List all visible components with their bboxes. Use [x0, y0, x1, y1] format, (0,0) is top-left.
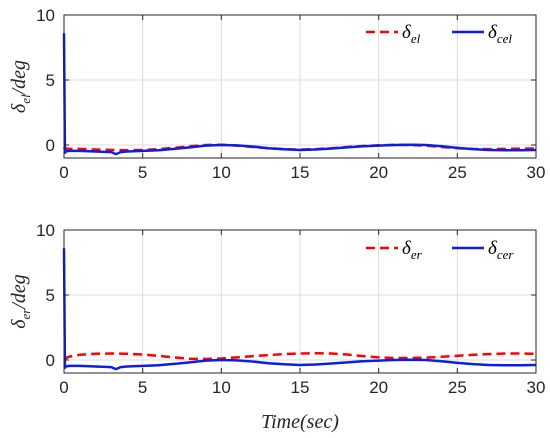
- y-tick-label: 5: [46, 71, 55, 90]
- x-tick-label: 0: [59, 163, 68, 182]
- legend-label-cel: δcel: [488, 22, 512, 46]
- legend-label-subscript: cer: [497, 247, 515, 262]
- y-axis-label-base: δ: [8, 319, 30, 329]
- x-tick-label: 15: [291, 163, 310, 182]
- y-axis-label-rest: /deg: [8, 274, 30, 309]
- x-tick-label: 25: [448, 163, 467, 182]
- legend-label-subscript: el: [411, 31, 421, 46]
- x-axis-label: Time(sec): [261, 411, 339, 433]
- x-tick-label: 20: [369, 378, 388, 397]
- x-tick-label: 30: [527, 163, 546, 182]
- x-tick-label: 20: [369, 163, 388, 182]
- y-axis-label-subscript: el: [18, 94, 33, 104]
- series-line-cel: [62, 33, 537, 156]
- legend: δel δcel: [366, 22, 512, 46]
- legend-label-subscript: er: [411, 247, 423, 262]
- legend-label-base: δ: [488, 22, 498, 43]
- y-axis-label: δel/deg: [8, 60, 33, 113]
- x-tick-label: 10: [212, 163, 231, 182]
- y-axis-label-rest: /deg: [8, 60, 30, 95]
- legend: δer δcer: [366, 238, 514, 262]
- legend-label-base: δ: [488, 238, 498, 259]
- y-tick-label: 0: [46, 351, 55, 370]
- x-tick-label: 5: [138, 378, 147, 397]
- x-tick-label: 30: [527, 378, 546, 397]
- y-axis-label-subscript: er: [18, 308, 33, 320]
- legend-label-el: δel: [402, 22, 421, 46]
- legend-label-cer: δcer: [488, 238, 514, 262]
- y-tick-label: 10: [36, 6, 55, 25]
- y-axis-label-base: δ: [8, 103, 30, 113]
- legend-label-er: δer: [402, 238, 423, 262]
- x-tick-label: 0: [59, 378, 68, 397]
- series-line-cer: [62, 248, 537, 371]
- x-tick-label: 25: [448, 378, 467, 397]
- y-axis-label: δer/deg: [8, 274, 33, 329]
- legend-label-base: δ: [402, 22, 412, 43]
- legend-label-subscript: cel: [497, 31, 513, 46]
- x-tick-label: 15: [291, 378, 310, 397]
- y-tick-label: 0: [46, 136, 55, 155]
- series-line-er: [63, 351, 537, 361]
- x-tick-label: 10: [212, 378, 231, 397]
- y-tick-label: 5: [46, 286, 55, 305]
- legend-label-base: δ: [402, 238, 412, 259]
- y-tick-label: 10: [36, 221, 55, 240]
- x-tick-label: 5: [138, 163, 147, 182]
